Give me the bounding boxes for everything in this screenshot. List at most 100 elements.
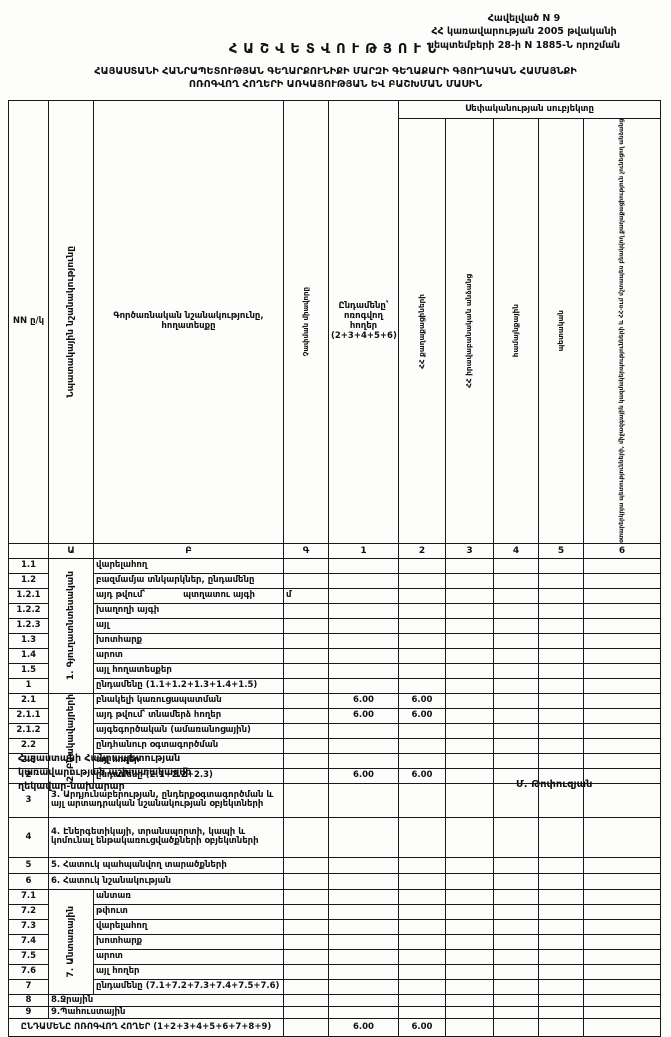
empty-cell xyxy=(582,557,662,574)
empty-cell xyxy=(398,557,446,574)
empty-cell xyxy=(328,933,399,950)
letter-1: 1 xyxy=(328,542,399,559)
empty-cell xyxy=(582,872,662,890)
col-header-functional: Գործառնական նշանակությունը, հողատեսքը xyxy=(93,100,284,544)
empty-cell xyxy=(328,647,399,664)
row-nn: 2.1.1 xyxy=(8,707,49,724)
empty-cell xyxy=(398,782,446,818)
row-nn: 1.1 xyxy=(8,557,49,574)
col-header-purpose-text: Նպատակային նշանակությունը xyxy=(65,246,76,398)
table-row-special: 6 6. Հատուկ նշանակության xyxy=(8,872,662,890)
row-label: այդ թվում՝ տնամերձ հողեր xyxy=(93,707,284,724)
empty-cell xyxy=(538,707,584,724)
col-header-purpose: Նպատակային նշանակությունը xyxy=(48,100,94,544)
row-label-left: այդ թվում՝ xyxy=(96,590,146,600)
empty-cell xyxy=(538,978,584,995)
letter-3: 3 xyxy=(445,542,494,559)
empty-cell xyxy=(445,816,494,858)
empty-cell xyxy=(445,978,494,995)
empty-cell xyxy=(582,677,662,694)
annex-line2: ՀՀ կառավարության 2005 թվականի xyxy=(431,26,617,38)
cell xyxy=(283,888,329,905)
row-label: այլ xyxy=(93,617,284,634)
value-total: 6.00 xyxy=(328,707,399,724)
table-row: 1.1 1. Գյուղատնտեսական վարելահող xyxy=(8,557,662,694)
table-row-total-7: 7 ընդամենը (7.1+7.2+7.3+7.4+7.5+7.6) xyxy=(8,978,662,995)
row-nn: 7.1 xyxy=(8,888,49,905)
table-row: 2.1 2. Բնակավայրերի բնակելի կառուցապատմա… xyxy=(8,692,662,784)
empty-cell xyxy=(538,963,584,980)
cell xyxy=(283,677,329,694)
empty-cell xyxy=(328,918,399,935)
col-header-own-foreign: օտարերկրյա պետությունների, միջազգային կա… xyxy=(582,118,662,544)
report-title: ՀԱՇՎԵՏՎՈՒԹՅՈՒՆ xyxy=(228,42,443,57)
row-nn: 1.2.1 xyxy=(8,587,49,604)
row-nn: 7.4 xyxy=(8,933,49,950)
empty-cell xyxy=(398,647,446,664)
empty-cell xyxy=(398,963,446,980)
empty-cell xyxy=(538,557,584,574)
org-line3: ղեկավար-նախարար xyxy=(18,780,125,792)
empty-cell xyxy=(493,903,539,920)
col-header-own-citizens: ՀՀ քաղաքացիների xyxy=(398,118,446,544)
empty-cell xyxy=(582,752,662,769)
cell xyxy=(283,602,329,619)
col-header-total: Ընդամենը՝ ոռոգվող հողեր (2+3+4+5+6) xyxy=(328,100,399,544)
row-nn: 9 xyxy=(8,1005,49,1019)
empty-cell xyxy=(493,707,539,724)
value-citizens: 6.00 xyxy=(398,692,446,709)
grand-total-value: 6.00 xyxy=(328,1017,399,1037)
empty-cell xyxy=(538,677,584,694)
empty-cell xyxy=(538,856,584,874)
empty-cell xyxy=(582,816,662,858)
cell xyxy=(283,948,329,965)
cell xyxy=(283,722,329,739)
empty-cell xyxy=(328,617,399,634)
empty-cell xyxy=(538,752,584,769)
empty-cell xyxy=(398,816,446,858)
empty-cell xyxy=(493,632,539,649)
empty-cell xyxy=(445,948,494,965)
empty-cell xyxy=(582,978,662,995)
group-label-settlements: 2. Բնակավայրերի xyxy=(48,692,94,784)
row-label: այլ հողեր xyxy=(93,963,284,980)
empty-cell xyxy=(398,587,446,604)
cell xyxy=(283,767,329,784)
empty-cell xyxy=(398,752,446,769)
table-row: 1.2 բազմամյա տնկարկներ, ընդամենը xyxy=(8,572,662,589)
empty-cell xyxy=(398,617,446,634)
row-nn: 7.2 xyxy=(8,903,49,920)
empty-cell xyxy=(328,872,399,890)
empty-cell xyxy=(398,1005,446,1019)
empty-cell xyxy=(582,948,662,965)
cell xyxy=(283,963,329,980)
table-row: 7.5 արոտ xyxy=(8,948,662,965)
cell xyxy=(283,1005,329,1019)
row-nn: 1.4 xyxy=(8,647,49,664)
scanned-report-page: Հավելված N 9 ՀՀ կառավարության 2005 թվակա… xyxy=(8,13,662,1037)
cell xyxy=(283,856,329,874)
empty-cell xyxy=(328,587,399,604)
org-line2: կառավարության աշխատակազմի xyxy=(18,766,192,778)
cell xyxy=(283,692,329,709)
cell xyxy=(283,632,329,649)
cell xyxy=(283,918,329,935)
empty-cell xyxy=(328,948,399,965)
empty-cell xyxy=(445,572,494,589)
empty-cell xyxy=(538,722,584,739)
empty-cell xyxy=(398,948,446,965)
empty-cell xyxy=(445,888,494,905)
row-label: արոտ xyxy=(93,948,284,965)
own-state-text: պետական xyxy=(555,310,565,352)
empty-cell xyxy=(493,692,539,709)
empty-cell xyxy=(445,587,494,604)
table-row: 1.4 արոտ xyxy=(8,647,662,664)
letter-g: Գ xyxy=(283,542,329,559)
empty-cell xyxy=(445,767,494,784)
empty-cell xyxy=(538,918,584,935)
empty-cell xyxy=(538,737,584,754)
signature-block: Հայաստանի Հանրապետության կառավարության ա… xyxy=(18,752,191,793)
empty-cell xyxy=(398,722,446,739)
empty-cell xyxy=(582,632,662,649)
row-label: 9.Պահուստային xyxy=(48,1005,284,1019)
